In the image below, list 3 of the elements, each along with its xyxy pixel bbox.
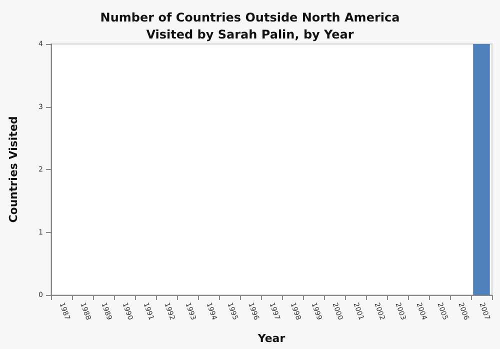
- chart-title: Number of Countries Outside North America Visited by Sarah Palin, by Year: [100, 10, 400, 42]
- x-axis-title: Year: [256, 332, 286, 345]
- y-axis-title: Countries Visited: [7, 116, 20, 223]
